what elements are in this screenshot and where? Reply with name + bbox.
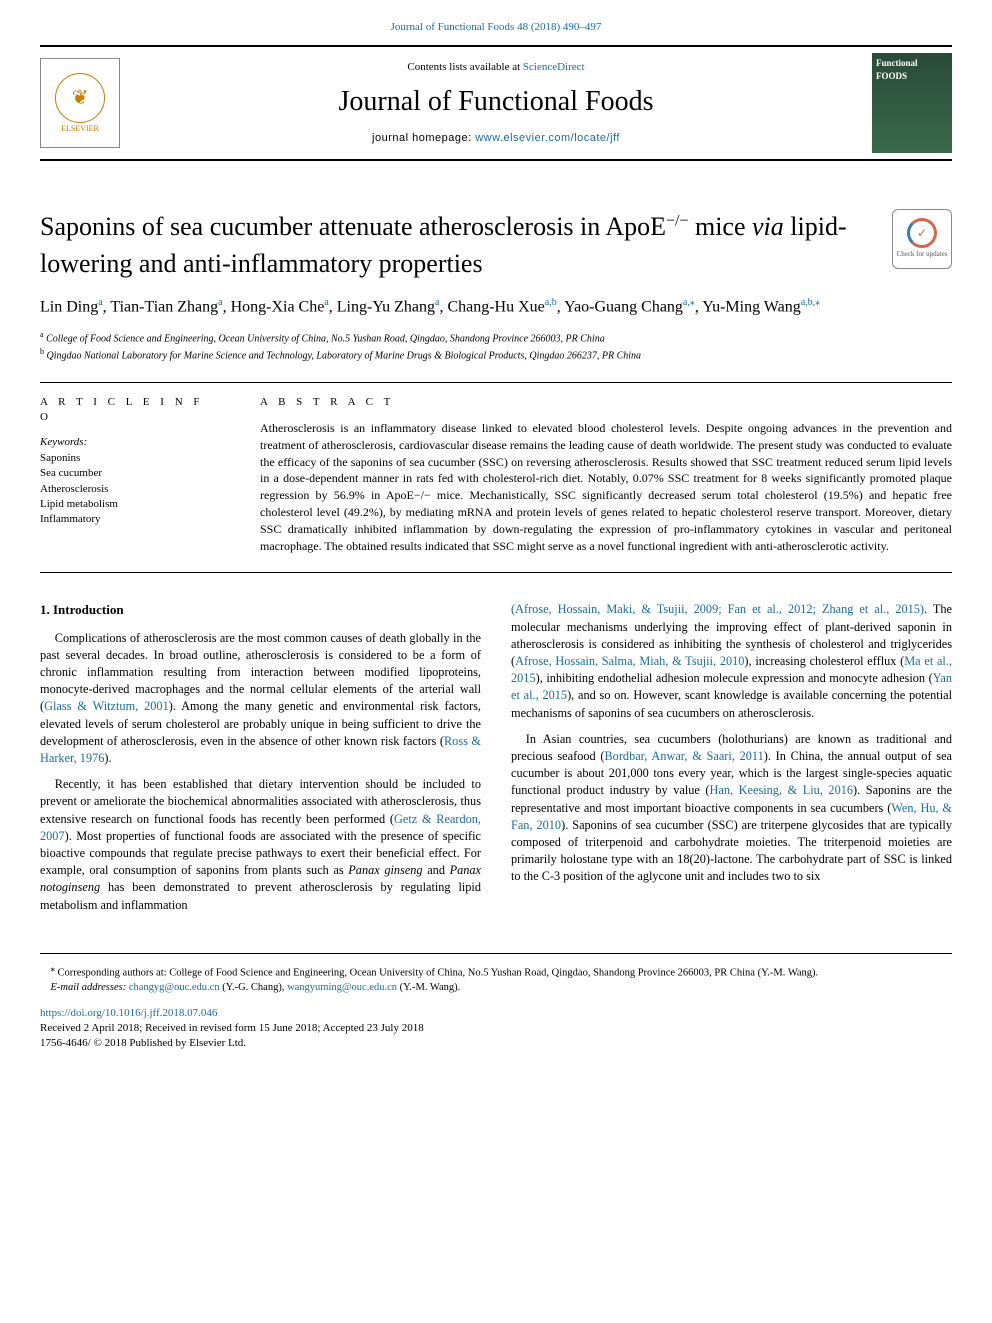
contents-prefix: Contents lists available at (407, 61, 522, 73)
abstract-label: A B S T R A C T (260, 395, 952, 410)
author-3: Hong-Xia Che (231, 299, 325, 316)
journal-header: ❦ ELSEVIER Contents lists available at S… (40, 45, 952, 161)
email-link-1[interactable]: changyg@ouc.edu.cn (129, 982, 220, 993)
running-header-link[interactable]: Journal of Functional Foods 48 (2018) 49… (391, 21, 602, 33)
journal-name: Journal of Functional Foods (134, 82, 858, 121)
keywords-list: Saponins Sea cucumber Atherosclerosis Li… (40, 451, 220, 528)
article-info-label: A R T I C L E I N F O (40, 395, 220, 426)
intro-heading: 1. Introduction (40, 601, 481, 619)
abstract-block: A B S T R A C T Atherosclerosis is an in… (260, 395, 952, 555)
journal-cover-thumb: Functional FOODS (872, 53, 952, 153)
title-mid: mice (688, 212, 752, 241)
divider (40, 572, 952, 573)
author-7: Yu-Ming Wang (702, 299, 800, 316)
right-column: (Afrose, Hossain, Maki, & Tsujii, 2009; … (511, 601, 952, 922)
elsevier-logo: ❦ ELSEVIER (40, 58, 120, 148)
keyword: Saponins (40, 451, 220, 466)
intro-p4: In Asian countries, sea cucumbers (holot… (511, 731, 952, 886)
aff-a-text: College of Food Science and Engineering,… (44, 333, 605, 344)
intro-p1-c: ). (104, 751, 111, 765)
author-6-aff[interactable]: a, (683, 297, 690, 308)
check-updates-badge[interactable]: ✓ Check for updates (892, 209, 952, 269)
divider (40, 382, 952, 383)
authors: Lin Dinga, Tian-Tian Zhanga, Hong-Xia Ch… (40, 296, 952, 319)
author-7-aff[interactable]: a,b, (801, 297, 815, 308)
author-5-aff[interactable]: a,b (545, 297, 557, 308)
contents-line: Contents lists available at ScienceDirec… (134, 60, 858, 75)
keywords-label: Keywords: (40, 435, 220, 450)
author-1: Lin Ding (40, 299, 98, 316)
intro-p1: Complications of atherosclerosis are the… (40, 630, 481, 768)
keyword: Atherosclerosis (40, 482, 220, 497)
keyword: Lipid metabolism (40, 497, 220, 512)
intro-p3: (Afrose, Hossain, Maki, & Tsujii, 2009; … (511, 601, 952, 721)
email2-who: (Y.-M. Wang). (397, 982, 460, 993)
ref-link[interactable]: (Afrose, Hossain, Maki, & Tsujii, 2009; … (511, 602, 924, 616)
author-1-aff[interactable]: a (98, 297, 102, 308)
intro-p2-c: has been demonstrated to prevent atheros… (40, 880, 481, 911)
intro-p3-c: ), inhibiting endothelial adhesion molec… (536, 671, 933, 685)
title-pre: Saponins of sea cucumber attenuate ather… (40, 212, 666, 241)
elsevier-label: ELSEVIER (61, 123, 99, 134)
doi-link[interactable]: https://doi.org/10.1016/j.jff.2018.07.04… (40, 1007, 217, 1019)
cover-label: Functional FOODS (876, 57, 948, 82)
intro-p3-b: ), increasing cholesterol efflux ( (744, 654, 904, 668)
paper-title: Saponins of sea cucumber attenuate ather… (40, 209, 872, 282)
keyword: Inflammatory (40, 512, 220, 527)
title-via: via (752, 212, 784, 241)
abstract-text: Atherosclerosis is an inflammatory disea… (260, 420, 952, 554)
check-updates-text: Check for updates (897, 250, 948, 260)
aff-b-text: Qingdao National Laboratory for Marine S… (44, 351, 641, 362)
issn-line: 1756-4646/ © 2018 Published by Elsevier … (40, 1036, 952, 1051)
ref-link[interactable]: Afrose, Hossain, Salma, Miah, & Tsujii, … (515, 654, 744, 668)
author-5: Chang-Hu Xue (447, 299, 544, 316)
left-column: 1. Introduction Complications of atheros… (40, 601, 481, 922)
running-header: Journal of Functional Foods 48 (2018) 49… (40, 20, 952, 35)
affiliation-a: a College of Food Science and Engineerin… (40, 329, 952, 346)
article-info: A R T I C L E I N F O Keywords: Saponins… (40, 395, 220, 555)
title-sup: −/− (666, 213, 689, 230)
homepage-link[interactable]: www.elsevier.com/locate/jff (475, 132, 620, 144)
email-note: E-mail addresses: changyg@ouc.edu.cn (Y.… (40, 981, 952, 996)
author-4-aff[interactable]: a (435, 297, 439, 308)
author-6-star[interactable]: ⁎ (690, 297, 695, 308)
elsevier-tree-icon: ❦ (55, 73, 105, 123)
ref-link[interactable]: Glass & Witztum, 2001 (44, 699, 169, 713)
intro-p3-d: ), and so on. However, scant knowledge i… (511, 688, 952, 719)
email1-who: (Y.-G. Chang), (220, 982, 287, 993)
footnotes: ⁎ Corresponding authors at: College of F… (40, 953, 952, 996)
doi-block: https://doi.org/10.1016/j.jff.2018.07.04… (40, 1006, 952, 1052)
author-2-aff[interactable]: a (218, 297, 222, 308)
author-2: Tian-Tian Zhang (110, 299, 218, 316)
corr-text: Corresponding authors at: College of Foo… (55, 967, 818, 978)
email-link-2[interactable]: wangyuming@ouc.edu.cn (287, 982, 397, 993)
author-4: Ling-Yu Zhang (337, 299, 435, 316)
intro-p2-it1: Panax ginseng (348, 863, 422, 877)
sciencedirect-link[interactable]: ScienceDirect (523, 61, 585, 73)
author-7-star[interactable]: ⁎ (815, 297, 820, 308)
corresponding-note: ⁎ Corresponding authors at: College of F… (40, 962, 952, 981)
check-updates-icon: ✓ (907, 218, 937, 248)
email-label: E-mail addresses: (51, 982, 129, 993)
title-block: Saponins of sea cucumber attenuate ather… (40, 209, 952, 282)
ref-link[interactable]: Bordbar, Anwar, & Saari, 2011 (604, 749, 763, 763)
keyword: Sea cucumber (40, 466, 220, 481)
homepage-prefix: journal homepage: (372, 132, 475, 144)
received-line: Received 2 April 2018; Received in revis… (40, 1021, 952, 1036)
affiliations: a College of Food Science and Engineerin… (40, 329, 952, 364)
intro-p2-and: and (423, 863, 450, 877)
author-6: Yao-Guang Chang (564, 299, 683, 316)
intro-p4-d: ). Saponins of sea cucumber (SSC) are tr… (511, 818, 952, 884)
meta-row: A R T I C L E I N F O Keywords: Saponins… (40, 395, 952, 555)
body-columns: 1. Introduction Complications of atheros… (40, 601, 952, 922)
header-center: Contents lists available at ScienceDirec… (134, 60, 858, 146)
affiliation-b: b Qingdao National Laboratory for Marine… (40, 346, 952, 363)
ref-link[interactable]: Han, Keesing, & Liu, 2016 (710, 783, 853, 797)
author-3-aff[interactable]: a (324, 297, 328, 308)
intro-p2: Recently, it has been established that d… (40, 776, 481, 914)
homepage-line: journal homepage: www.elsevier.com/locat… (134, 131, 858, 146)
